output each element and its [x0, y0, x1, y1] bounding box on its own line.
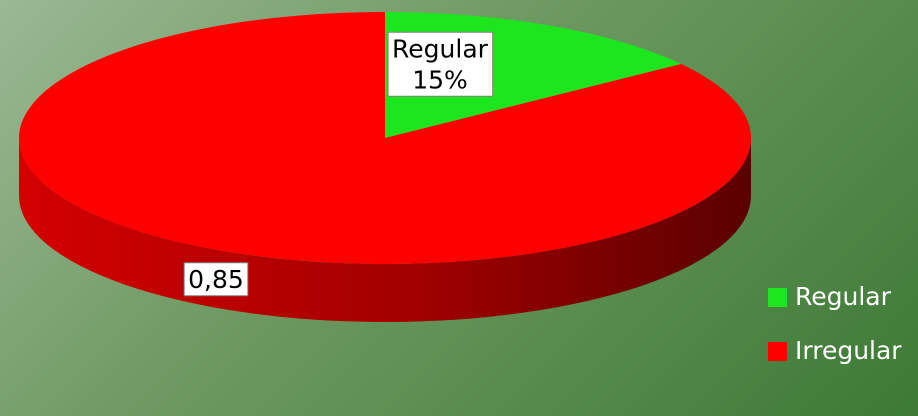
legend-swatch-irregular [768, 341, 787, 361]
pie-top [18, 12, 752, 264]
legend-item-irregular: Irregular [768, 336, 902, 366]
legend-label: Irregular [795, 336, 902, 365]
data-label-box [387, 31, 494, 97]
data-label-box [183, 262, 249, 297]
legend: Regular Irregular [768, 282, 902, 390]
legend-label: Regular [795, 282, 891, 311]
data-label-text: 15% [412, 65, 468, 94]
legend-swatch-regular [768, 287, 787, 307]
data-label-text: Regular [392, 34, 489, 63]
legend-item-regular: Regular [768, 282, 902, 312]
data-label-irregular: 0,85 [183, 262, 249, 297]
pie-slice-irregular [18, 12, 752, 264]
data-label-text: 0,85 [188, 265, 244, 294]
